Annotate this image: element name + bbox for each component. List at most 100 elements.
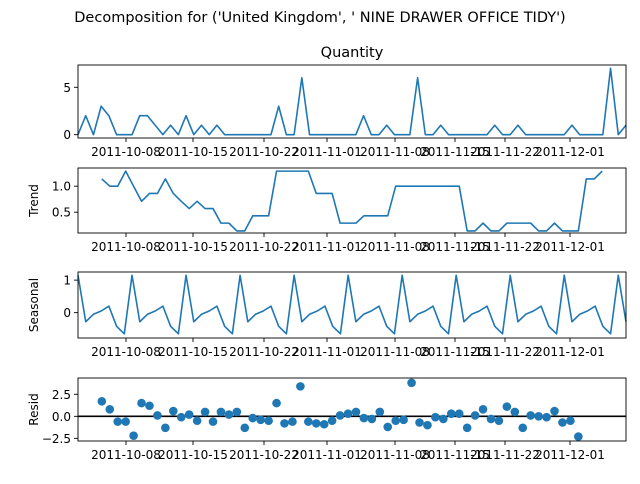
- seasonal-xtick-label: 2011-10-15: [158, 345, 228, 359]
- figure-suptitle: Decomposition for ('United Kingdom', ' N…: [74, 10, 565, 26]
- resid-point: [129, 431, 138, 441]
- resid-point: [446, 409, 456, 418]
- trend-xtick-label: 2011-10-08: [91, 240, 161, 254]
- resid-point: [462, 423, 472, 433]
- resid-point: [248, 413, 258, 423]
- resid-point: [574, 432, 583, 441]
- quantity-xtick-label: 2011-11-22: [470, 145, 540, 159]
- resid-ytick-label: 2.5: [52, 388, 71, 402]
- resid-point: [550, 406, 559, 416]
- resid-point: [327, 416, 337, 426]
- quantity-xtick-label: 2011-10-22: [229, 145, 299, 159]
- resid-point: [415, 418, 424, 427]
- trend-xtick-label: 2011-10-15: [158, 240, 228, 254]
- resid-point: [478, 404, 488, 414]
- quantity-axes-frame: [77, 64, 627, 139]
- resid-point: [351, 407, 361, 417]
- resid-point: [296, 382, 305, 391]
- resid-point: [97, 397, 107, 406]
- seasonal-xtick-label: 2011-10-22: [229, 345, 299, 359]
- resid-point: [407, 378, 416, 388]
- quantity-series-line: [77, 67, 627, 136]
- resid-ytick-label: 0.0: [52, 410, 71, 424]
- resid-point: [383, 422, 393, 432]
- resid-point: [470, 411, 480, 420]
- resid-point: [534, 412, 543, 421]
- resid-point: [439, 414, 448, 424]
- trend-xtick-label: 2011-11-15: [420, 240, 490, 254]
- resid-point: [145, 401, 154, 411]
- seasonal-ylabel: Seasonal: [27, 278, 41, 332]
- resid-point: [105, 404, 115, 414]
- resid-xtick-label: 2011-12-01: [535, 448, 605, 462]
- resid-point: [391, 416, 400, 426]
- trend-ytick-label: 0.5: [52, 206, 71, 220]
- quantity-xtick-label: 2011-11-15: [420, 145, 490, 159]
- seasonal-xtick-label: 2011-10-08: [91, 345, 161, 359]
- seasonal-ytick-label: 1: [63, 274, 71, 288]
- quantity-title: Quantity: [321, 45, 384, 61]
- quantity-xtick-label: 2011-10-15: [158, 145, 228, 159]
- resid-point: [208, 417, 218, 426]
- resid-point: [192, 416, 202, 426]
- resid-xtick-label: 2011-11-08: [360, 448, 430, 462]
- seasonal-xtick-label: 2011-11-15: [420, 345, 490, 359]
- resid-point: [526, 411, 535, 420]
- quantity-xtick-label: 2011-12-01: [535, 145, 605, 159]
- resid-point: [486, 414, 496, 424]
- resid-point: [216, 407, 226, 417]
- resid-point: [272, 398, 281, 408]
- resid-point: [153, 411, 162, 420]
- trend-xtick-label: 2011-11-22: [470, 240, 540, 254]
- resid-xtick-label: 2011-11-15: [420, 448, 490, 462]
- resid-ylabel: Resid: [27, 393, 41, 425]
- quantity-ytick-label: 5: [63, 81, 71, 95]
- resid-point: [304, 417, 313, 426]
- resid-point: [280, 419, 289, 428]
- resid-point: [161, 423, 170, 433]
- resid-point: [121, 417, 130, 426]
- seasonal-xtick-label: 2011-11-22: [470, 345, 540, 359]
- resid-point: [518, 423, 528, 433]
- trend-axes-frame: [77, 167, 627, 234]
- resid-point: [256, 415, 265, 425]
- resid-point: [375, 407, 385, 417]
- resid-point: [335, 411, 345, 420]
- resid-point: [454, 409, 464, 418]
- resid-point: [431, 412, 440, 422]
- seasonal-ytick-label: 0: [63, 306, 71, 320]
- trend-xtick-label: 2011-10-22: [229, 240, 299, 254]
- trend-xtick-label: 2011-12-01: [535, 240, 605, 254]
- trend-ylabel: Trend: [27, 184, 41, 218]
- resid-xtick-label: 2011-10-15: [158, 448, 228, 462]
- resid-point: [240, 423, 250, 433]
- resid-point: [113, 417, 123, 426]
- quantity-xtick-label: 2011-10-08: [91, 145, 161, 159]
- resid-point: [359, 413, 369, 423]
- resid-point: [494, 416, 504, 426]
- resid-point: [232, 407, 242, 417]
- resid-point: [399, 415, 408, 425]
- trend-series-line: [101, 170, 603, 232]
- seasonal-xtick-label: 2011-12-01: [535, 345, 605, 359]
- resid-xtick-label: 2011-11-01: [292, 448, 362, 462]
- seasonal-axes-frame: [77, 271, 627, 339]
- seasonal-series-line: [77, 274, 627, 335]
- resid-point: [566, 416, 575, 426]
- trend-xtick-label: 2011-11-08: [360, 240, 430, 254]
- quantity-xtick-label: 2011-11-08: [360, 145, 430, 159]
- quantity-xtick-label: 2011-11-01: [292, 145, 362, 159]
- resid-xtick-label: 2011-10-22: [229, 448, 299, 462]
- resid-point: [169, 406, 178, 416]
- resid-point: [288, 417, 297, 426]
- resid-point: [200, 407, 210, 417]
- resid-xtick-label: 2011-11-22: [470, 448, 540, 462]
- resid-point: [542, 412, 551, 422]
- resid-point: [137, 398, 146, 408]
- resid-point: [311, 419, 321, 428]
- resid-point: [224, 410, 234, 419]
- trend-ytick-label: 1.0: [52, 180, 71, 194]
- resid-ytick-label: −2.5: [42, 432, 71, 446]
